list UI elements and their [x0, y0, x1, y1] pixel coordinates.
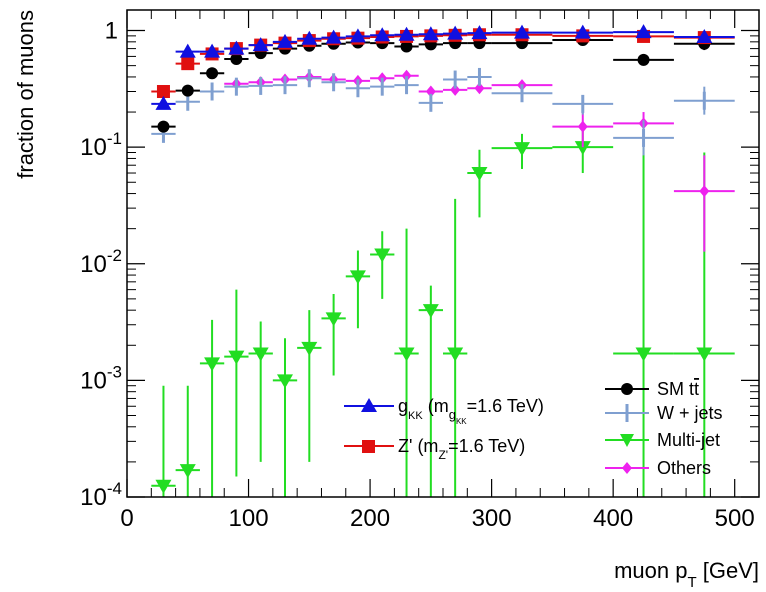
data-point-multijet [398, 347, 415, 362]
data-point-gkk [301, 30, 318, 45]
y-tick-label: 10-1 [80, 129, 122, 161]
data-point-gkk [179, 43, 196, 58]
data-point-smtt [637, 53, 650, 66]
data-point-smtt [157, 120, 170, 133]
data-point-multijet [228, 350, 245, 365]
x-tick-label: 100 [229, 505, 269, 532]
data-point-gkk [228, 40, 245, 55]
y-tick-label: 10-2 [80, 246, 122, 278]
x-tick-label: 0 [120, 505, 133, 532]
axes-layer: 0 100 200 300 400 500 10-4 10-3 10-2 10-1 1 [80, 10, 759, 532]
data-point-others [425, 85, 436, 98]
data-point-multijet [325, 312, 342, 327]
legend-signals: gKK (mgKK=1.6 TeV) Z' (mZ'=1.6 TeV) [344, 396, 544, 462]
legend-entry-multijet: Multi-jet [605, 430, 720, 450]
x-tick-label: 500 [715, 505, 755, 532]
x-axis-title-main: muon p [614, 558, 687, 583]
data-point-multijet [696, 347, 713, 362]
data-point-gkk [447, 25, 464, 40]
data-point-zprime [181, 57, 195, 71]
data-point-smtt [230, 53, 243, 66]
legend-entry-wjets: W + jets [605, 403, 723, 423]
data-point-gkk [398, 26, 415, 41]
x-axis-title-subscript: T [687, 574, 696, 591]
data-point-multijet [204, 357, 221, 372]
x-axis-title: muon pT [GeV] [614, 558, 759, 591]
x-tick-label: 300 [472, 505, 512, 532]
data-point-multijet [349, 270, 366, 285]
data-point-multijet [514, 142, 530, 157]
data-point-gkk [349, 28, 366, 43]
legend-marker-multijet [620, 434, 634, 447]
x-tick-label: 400 [593, 505, 633, 532]
legend-marker-gkk [361, 398, 377, 412]
data-point-others [699, 185, 710, 198]
data-point-multijet [277, 374, 293, 389]
legend-label-others: Others [657, 458, 711, 478]
data-point-zprime [156, 85, 170, 99]
legend-label-wjets: W + jets [657, 403, 723, 423]
legend-label-multijet: Multi-jet [657, 430, 720, 450]
data-point-gkk [696, 29, 713, 44]
data-point-gkk [374, 27, 391, 42]
legend-entry-gkk: gKK (mgKK=1.6 TeV) [344, 396, 544, 426]
data-point-multijet [301, 341, 318, 356]
series-gkk [151, 24, 735, 110]
legend-marker-zprime [362, 440, 375, 453]
legend-label-gkk: gKK (mgKK=1.6 TeV) [398, 396, 544, 426]
data-point-smtt [206, 67, 219, 80]
data-point-multijet [635, 347, 652, 362]
data-point-multijet [252, 347, 269, 362]
y-tick-label: 10-3 [80, 362, 122, 394]
data-point-multijet [155, 479, 172, 494]
data-point-others [450, 83, 461, 96]
legend-backgrounds: SM tt W + jets Multi-jet Others [605, 379, 723, 478]
data-point-smtt [400, 40, 413, 53]
y-tick-label: 1 [105, 18, 118, 45]
data-point-others [577, 120, 588, 133]
legend-entry-zprime: Z' (mZ'=1.6 TeV) [344, 436, 525, 462]
y-axis-title: fraction of muons [13, 10, 38, 179]
legend-marker-others [622, 462, 632, 474]
data-point-gkk [422, 26, 439, 41]
data-point-gkk [325, 29, 342, 44]
data-point-gkk [471, 25, 488, 40]
data-point-gkk [252, 37, 269, 52]
data-point-gkk [514, 24, 530, 39]
data-layer [151, 24, 735, 497]
data-point-others [401, 69, 412, 82]
data-point-multijet [374, 248, 391, 263]
data-point-multijet [471, 167, 488, 182]
data-point-gkk [277, 33, 293, 48]
series-wjets [151, 67, 735, 156]
data-point-multijet [574, 141, 591, 156]
data-point-gkk [204, 43, 221, 58]
legend-marker-smtt [621, 383, 633, 395]
y-tick-label: 10-4 [80, 479, 122, 511]
legend-label-zprime: Z' (mZ'=1.6 TeV) [398, 436, 525, 462]
data-point-multijet [422, 304, 439, 319]
series-multijet [151, 130, 735, 497]
legend-entry-others: Others [605, 458, 711, 478]
data-point-multijet [179, 464, 196, 479]
data-point-gkk [574, 24, 591, 39]
legend-entry-smtt: SM tt [605, 379, 699, 399]
data-point-others [474, 82, 485, 95]
legend-label-smtt: SM tt [657, 379, 699, 399]
data-point-smtt [181, 84, 194, 97]
data-point-gkk [635, 24, 652, 39]
x-tick-label: 200 [350, 505, 390, 532]
x-axis-title-unit: [GeV] [697, 558, 759, 583]
data-point-gkk [155, 95, 172, 110]
data-point-multijet [447, 347, 464, 362]
